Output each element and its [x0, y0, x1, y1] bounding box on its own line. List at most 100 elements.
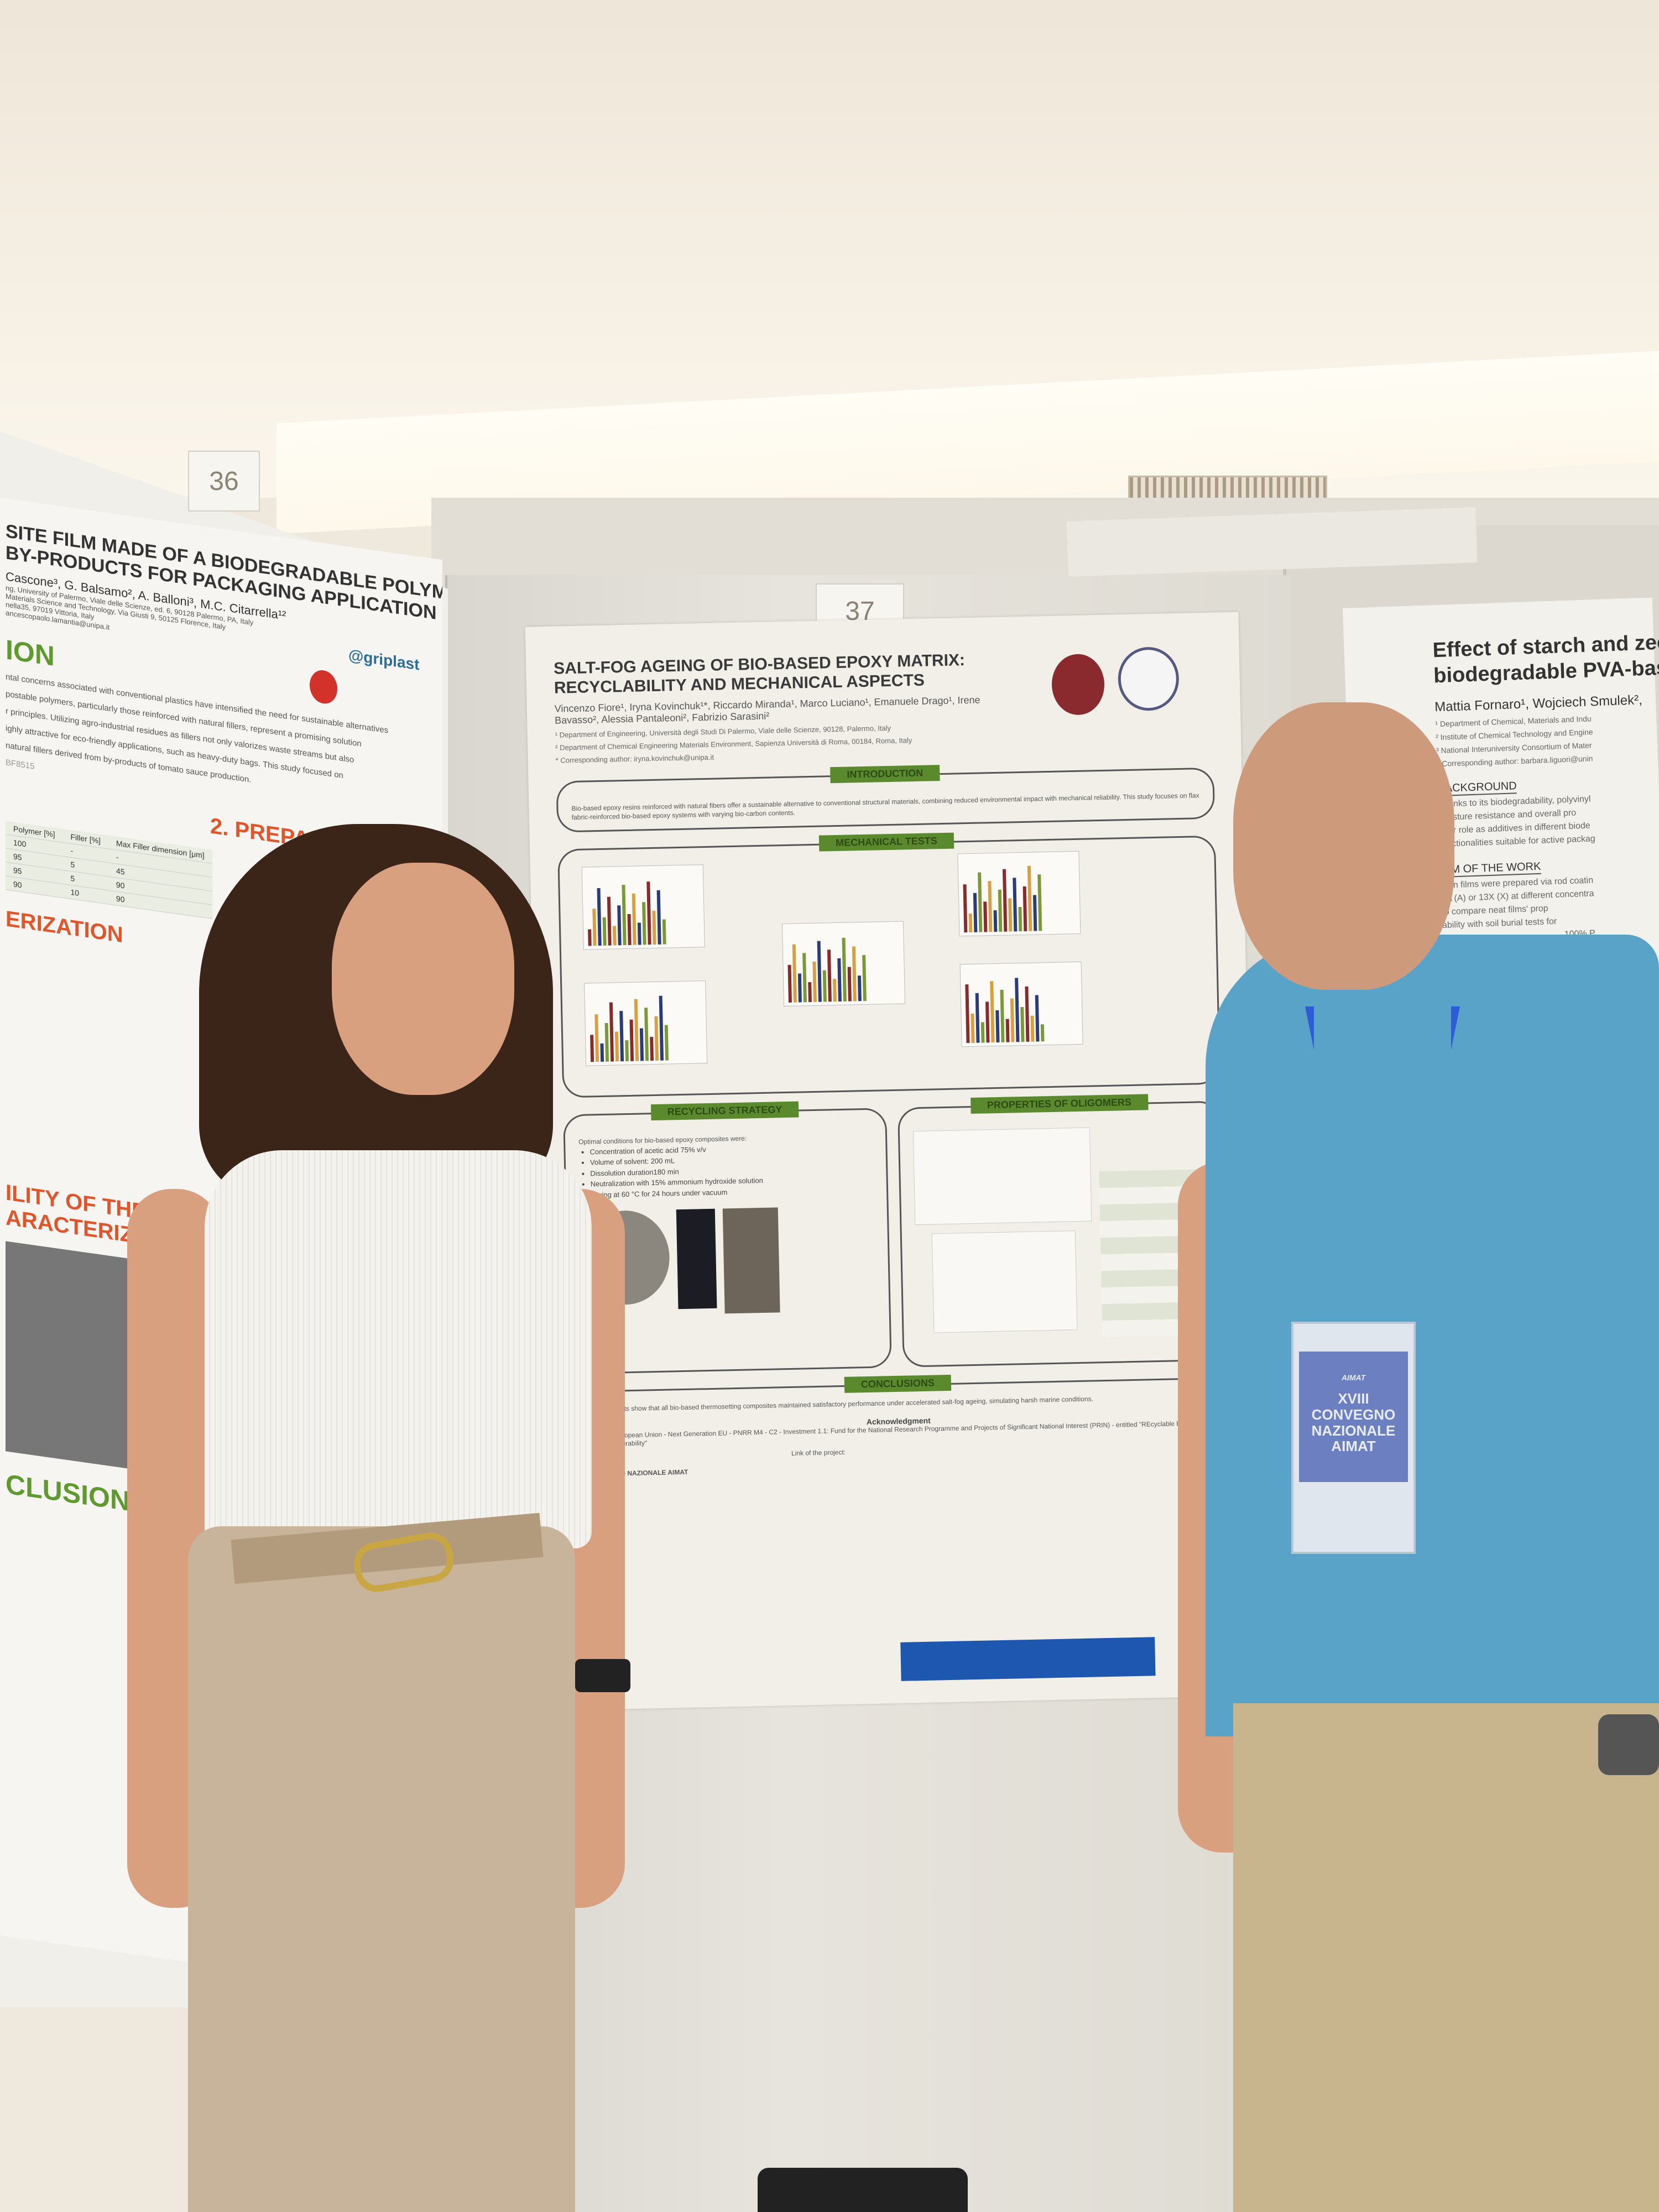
- chart-bar: [808, 982, 812, 1003]
- chart-bar: [787, 964, 792, 1003]
- event-name: XVIII CONVEGNO NAZIONALE AIMAT: [570, 1468, 688, 1478]
- chart-bar: [998, 889, 1003, 932]
- chart-bar: [792, 944, 797, 1003]
- chart-bar: [812, 962, 817, 1003]
- chart-bar: [983, 901, 988, 932]
- chart-bar: [857, 975, 862, 1001]
- chart-bar: [993, 910, 998, 932]
- section-header: INTRODUCTION: [830, 765, 940, 784]
- chart-bar: [590, 1035, 594, 1062]
- chart-bar: [965, 984, 970, 1044]
- chart-bar: [650, 1037, 654, 1061]
- eu-funding-banner: [900, 1637, 1156, 1681]
- chart-bar: [1025, 986, 1030, 1042]
- chart-bar: [817, 941, 822, 1002]
- bar-chart-figure: [959, 961, 1083, 1047]
- chart-bar: [862, 955, 867, 1001]
- chart-bar: [662, 919, 666, 945]
- bar-chart-figure: [584, 980, 708, 1066]
- badge-org: AIMAT: [1341, 1373, 1366, 1382]
- poster-authors: Vincenzo Fiore¹, Iryna Kovinchuk¹*, Ricc…: [554, 694, 980, 726]
- chart-bar: [594, 1014, 599, 1062]
- woman-white-top: [205, 1150, 592, 1548]
- chart-bar: [842, 937, 847, 1002]
- introduction-section: INTRODUCTION Bio-based epoxy resins rein…: [556, 765, 1215, 833]
- man-blue-polo-shirt: [1206, 935, 1659, 1736]
- chart-bar: [642, 902, 646, 945]
- section-text: Bio-based epoxy resins reinforced with n…: [571, 791, 1199, 821]
- fabric-sample-photo: [676, 1209, 717, 1310]
- chart-bar: [1032, 895, 1037, 931]
- poster-title: SALT-FOG AGEING OF BIO-BASED EPOXY MATRI…: [553, 651, 966, 697]
- chart-bar: [968, 914, 973, 933]
- chart-bar: [1013, 878, 1018, 932]
- chart-bar: [995, 1010, 1000, 1043]
- chart-bar: [827, 950, 832, 1002]
- chart-bar: [1000, 989, 1005, 1043]
- chart-bar: [1035, 995, 1040, 1042]
- chart-bar: [1005, 1019, 1010, 1042]
- woman-beige-trousers: [188, 1526, 575, 2212]
- badge-title: XVIII CONVEGNO NAZIONALE AIMAT: [1311, 1390, 1396, 1455]
- chart-bar: [646, 881, 651, 945]
- composition-table: Polymer [%] Filler [%] Max Filler dimensio…: [6, 821, 212, 920]
- chart-bar: [797, 973, 802, 1003]
- chart-bar: [975, 993, 980, 1043]
- section-header: CONCLUSIONS: [844, 1375, 952, 1394]
- fabric-sample-photo: [722, 1207, 780, 1314]
- chart-bar: [632, 893, 637, 945]
- chart-bar: [644, 1008, 649, 1061]
- oligomers-section: PROPERTIES OF OLIGOMERS: [897, 1094, 1227, 1368]
- chart-bar: [1010, 998, 1015, 1042]
- chart-bar: [629, 1019, 634, 1062]
- bar-chart-figure: [957, 851, 1081, 937]
- chart-bar: [602, 917, 607, 946]
- chart-bar: [802, 953, 807, 1003]
- section-header: RECYCLING STRATEGY: [650, 1101, 799, 1121]
- man-head: [1233, 702, 1454, 990]
- chart-bar: [656, 890, 661, 945]
- chart-bar: [609, 1002, 614, 1062]
- section-heading: AIM OF THE WORK: [1440, 860, 1541, 878]
- poster-center: SALT-FOG AGEING OF BIO-BASED EPOXY MATRI…: [525, 612, 1261, 1711]
- bar-chart-figure: [581, 864, 705, 950]
- chart-bar: [588, 929, 592, 946]
- chart-bar: [654, 1016, 659, 1061]
- chart-bar: [1015, 978, 1020, 1042]
- chart-bar: [625, 1040, 629, 1062]
- chart-bar: [619, 1011, 624, 1062]
- chart-bar: [597, 888, 602, 946]
- chart-bar: [600, 1044, 604, 1062]
- chart-bar: [612, 926, 617, 946]
- chart-bar: [622, 885, 627, 946]
- chart-bar: [607, 896, 612, 946]
- chart-bar: [659, 995, 664, 1061]
- university-seal-logo: [1051, 653, 1105, 716]
- chart-bar: [971, 1014, 975, 1044]
- chart-bar: [1027, 865, 1032, 931]
- chart-bar: [664, 1025, 669, 1061]
- chart-bar: [847, 967, 852, 1001]
- chart-bar: [652, 911, 656, 945]
- chart-bar: [634, 999, 639, 1061]
- wristwatch: [1598, 1714, 1659, 1775]
- chart-bar: [637, 922, 641, 945]
- chart-bar: [963, 884, 968, 933]
- chart-bar: [990, 981, 995, 1043]
- chart-bar: [980, 1022, 985, 1043]
- ftir-spectrum-chart: [912, 1127, 1092, 1225]
- chart-bar: [639, 1028, 644, 1061]
- chart-bar: [627, 914, 632, 946]
- poster-authors: Mattia Fornaro¹, Wojciech Smulek²,: [1434, 692, 1643, 715]
- chart-bar: [1008, 898, 1013, 932]
- conclusions-section: CONCLUSIONS Experimental results show th…: [568, 1375, 1228, 1415]
- chart-bar: [592, 909, 597, 946]
- chart-bar: [614, 1031, 619, 1062]
- chart-bar: [1030, 1015, 1035, 1042]
- chart-bar: [988, 881, 993, 932]
- chart-bar: [837, 958, 842, 1002]
- mechanical-tests-section: MECHANICAL TESTS: [557, 832, 1221, 1098]
- chart-bar: [833, 979, 837, 1002]
- chart-bar: [617, 905, 622, 946]
- thermogravimetric-chart: [931, 1230, 1078, 1333]
